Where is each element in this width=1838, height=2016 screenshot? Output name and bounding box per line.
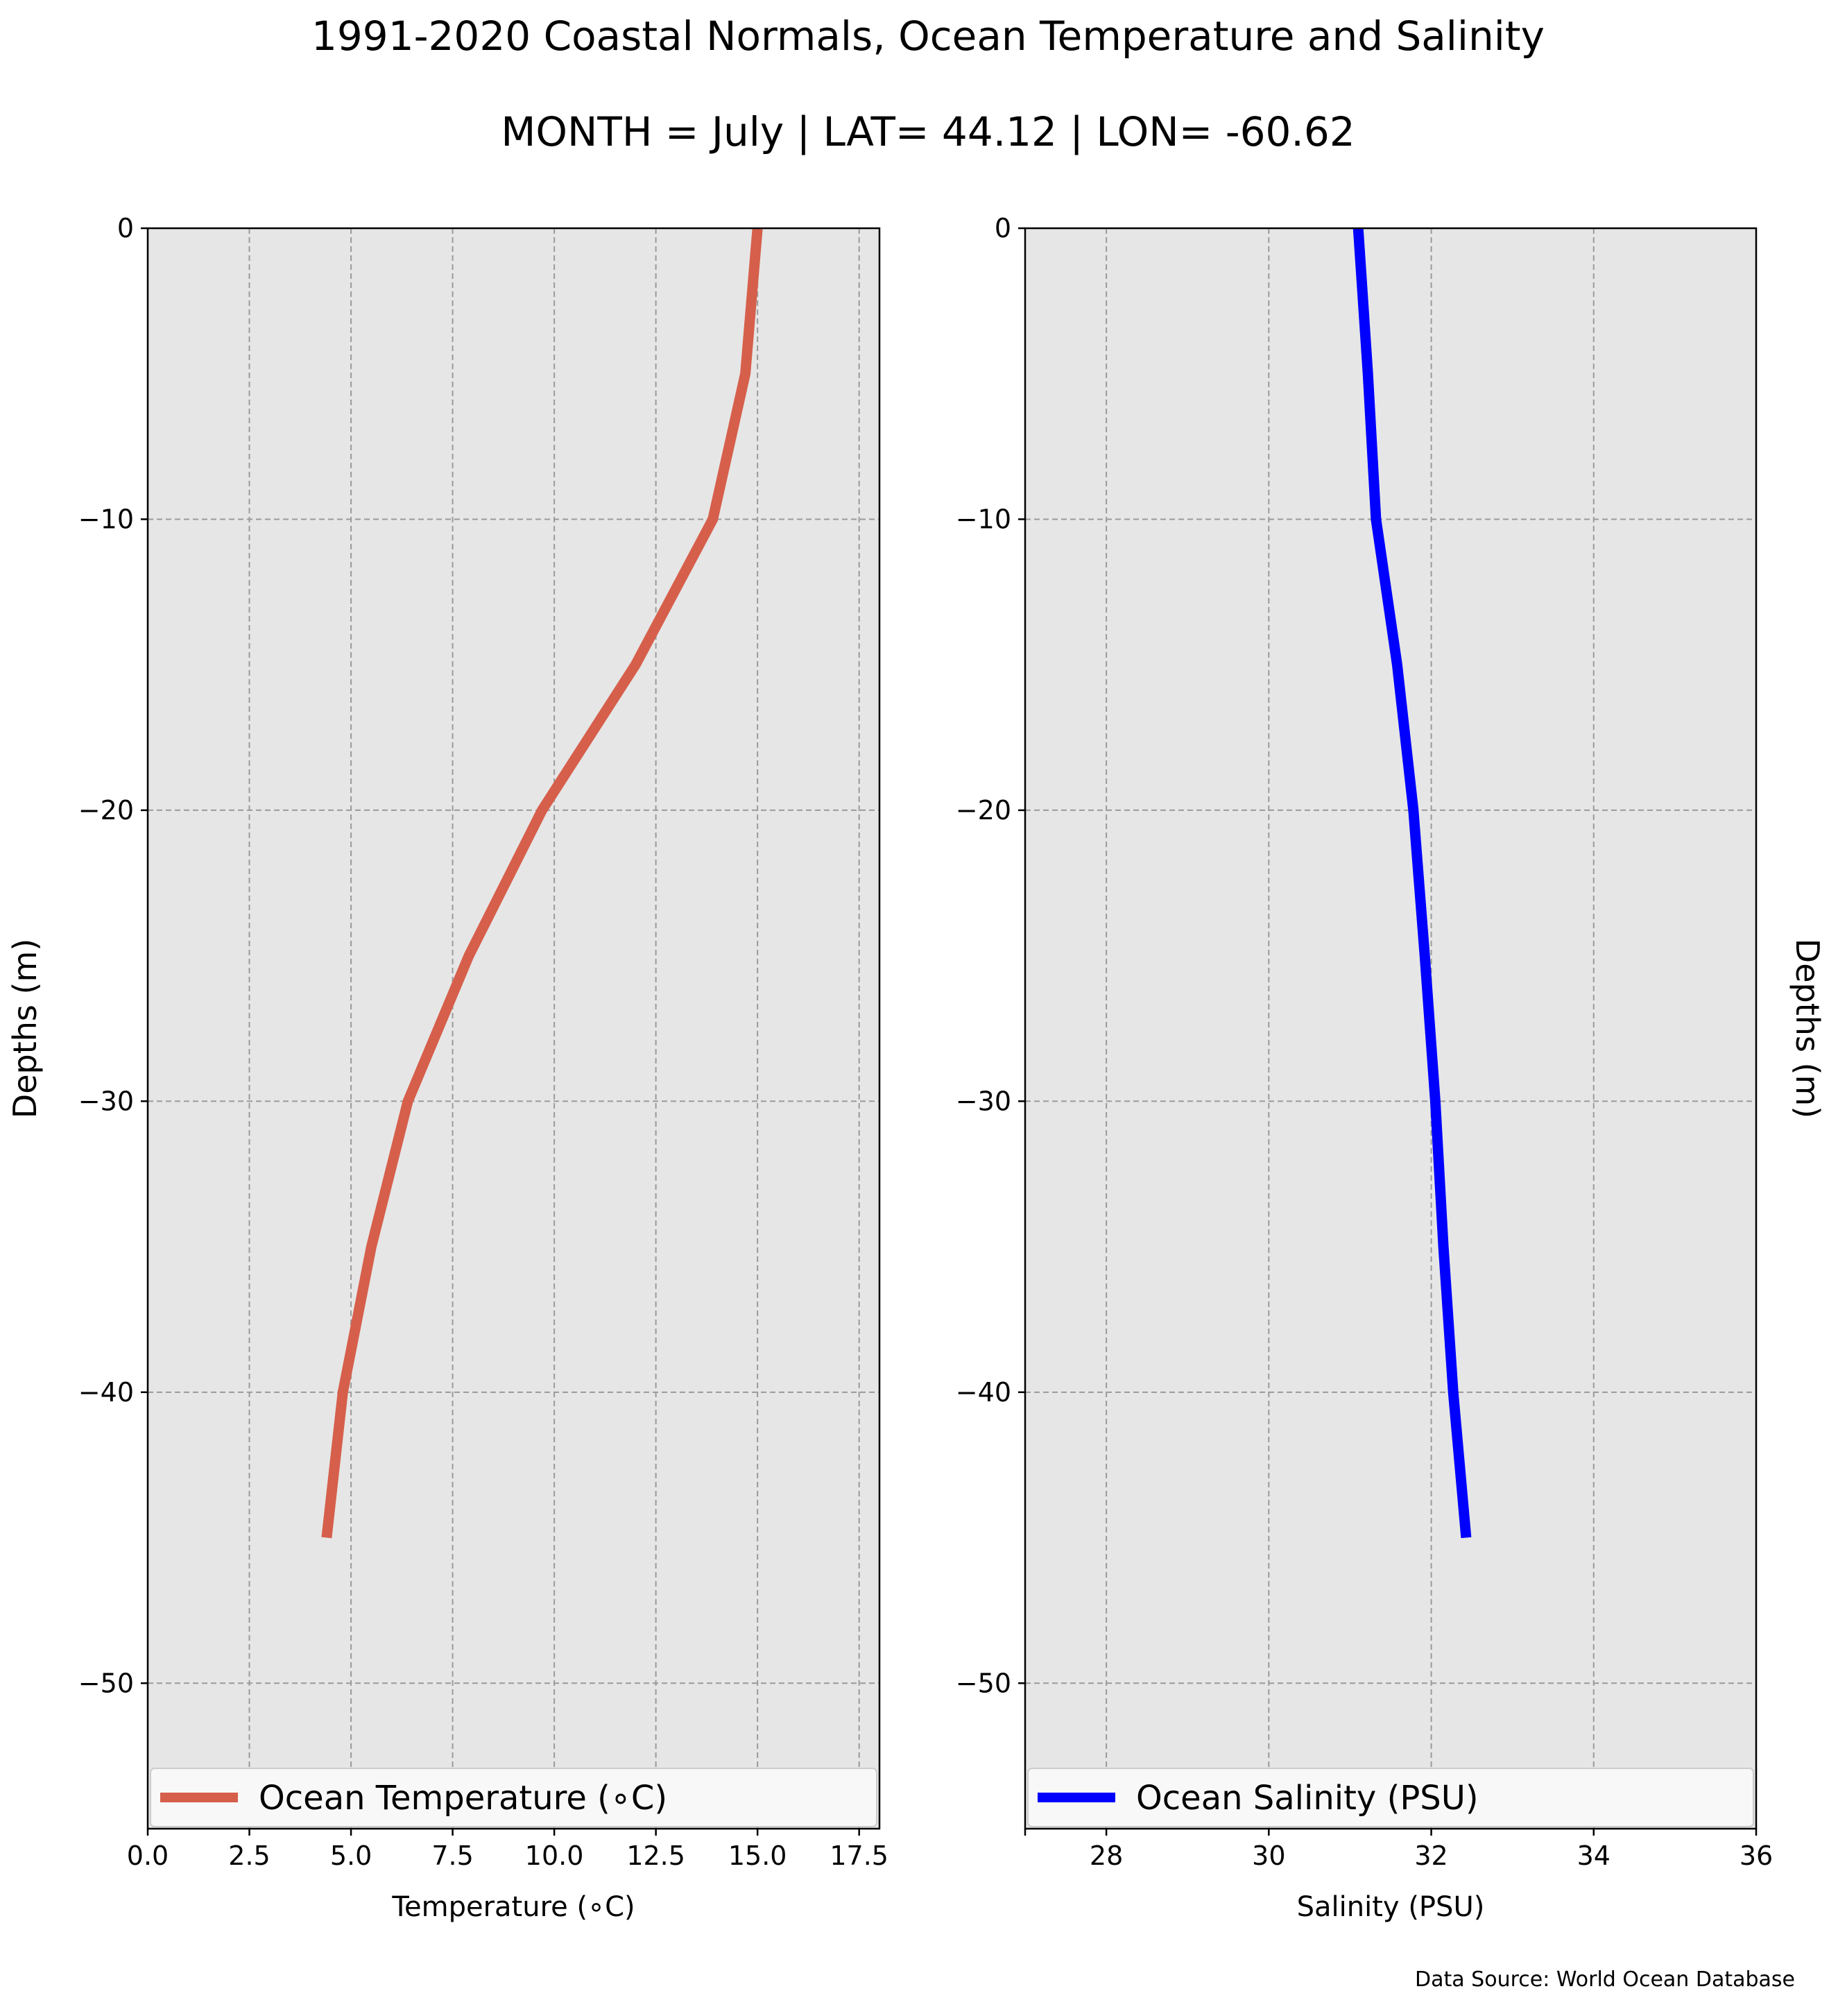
x-tick-label: 7.5 (431, 1840, 473, 1871)
y-tick-label: −50 (78, 1668, 134, 1698)
data-point (1375, 519, 1376, 520)
x-tick-label: 36 (1740, 1840, 1773, 1871)
data-point (1435, 1101, 1436, 1102)
legend: Ocean Temperature (∘C) (150, 1768, 877, 1827)
x-tick-label: 28 (1090, 1840, 1123, 1871)
x-tick-label: 2.5 (228, 1840, 270, 1871)
x-tick-label: 17.5 (830, 1840, 888, 1871)
x-tick-label: 12.5 (626, 1840, 685, 1871)
series-line-1 (1352, 228, 1472, 1539)
y-tick-label: −40 (78, 1377, 134, 1408)
y-tick-label: −30 (78, 1086, 134, 1116)
legend: Ocean Salinity (PSU) (1027, 1768, 1754, 1827)
y-axis-label: Depths (m) (6, 939, 44, 1118)
legend-box (150, 1768, 877, 1827)
y-tick-label: −10 (78, 504, 134, 534)
series-line-1 (321, 228, 763, 1539)
x-tick-label: 30 (1252, 1840, 1285, 1871)
data-point (408, 1101, 409, 1102)
chart-panel-2: Ocean Salinity (PSU) 28 30 32 34 36 0 −10 −20 −30… (956, 213, 1826, 1923)
y-tick-label: −40 (956, 1377, 1011, 1408)
x-tick-label: 32 (1414, 1840, 1448, 1871)
x-axis-label: Salinity (PSU) (1297, 1891, 1485, 1923)
chart-panel-1: Ocean Temperature (∘C) 0.0 2.5 5.0 7.5 10.0 12… (6, 213, 888, 1923)
y-tick-label: 0 (995, 213, 1011, 244)
y-tick-label: −30 (956, 1086, 1011, 1116)
plot-area-background (148, 228, 879, 1829)
y-axis-label: Depths (m) (1789, 939, 1826, 1118)
x-axis-label: Temperature (∘C) (391, 1891, 635, 1923)
y-tick-label: 0 (117, 213, 134, 244)
data-point (326, 1537, 327, 1538)
data-point (469, 955, 470, 956)
chart-panels: Ocean Temperature (∘C) 0.0 2.5 5.0 7.5 10.0 12… (6, 213, 1826, 1923)
legend-box (1027, 1768, 1754, 1827)
y-tick-label: −10 (956, 504, 1011, 534)
legend-label: Ocean Salinity (PSU) (1136, 1779, 1479, 1818)
y-tick-label: −50 (956, 1668, 1011, 1698)
x-tick-label: 34 (1577, 1840, 1611, 1871)
data-point (712, 519, 713, 520)
y-tick-label: −20 (956, 795, 1011, 826)
x-tick-label: 5.0 (330, 1840, 372, 1871)
x-tick-label: 0.0 (127, 1840, 169, 1871)
y-tick-label: −20 (78, 795, 134, 826)
x-tick-label: 10.0 (525, 1840, 584, 1871)
axes-frame (1024, 227, 1758, 1830)
plot-area-background (1025, 228, 1756, 1829)
figure-title: 1991-2020 Coastal Normals, Ocean Tempera… (311, 12, 1545, 60)
axes-frame (146, 227, 881, 1830)
legend-label: Ocean Temperature (∘C) (259, 1779, 667, 1818)
data-point (745, 373, 746, 374)
data-source-note: Data Source: World Ocean Database (1415, 1967, 1795, 1992)
x-tick-label: 15.0 (728, 1840, 787, 1871)
figure-subtitle: MONTH = July | LAT= 44.12 | LON= -60.62 (501, 108, 1355, 155)
